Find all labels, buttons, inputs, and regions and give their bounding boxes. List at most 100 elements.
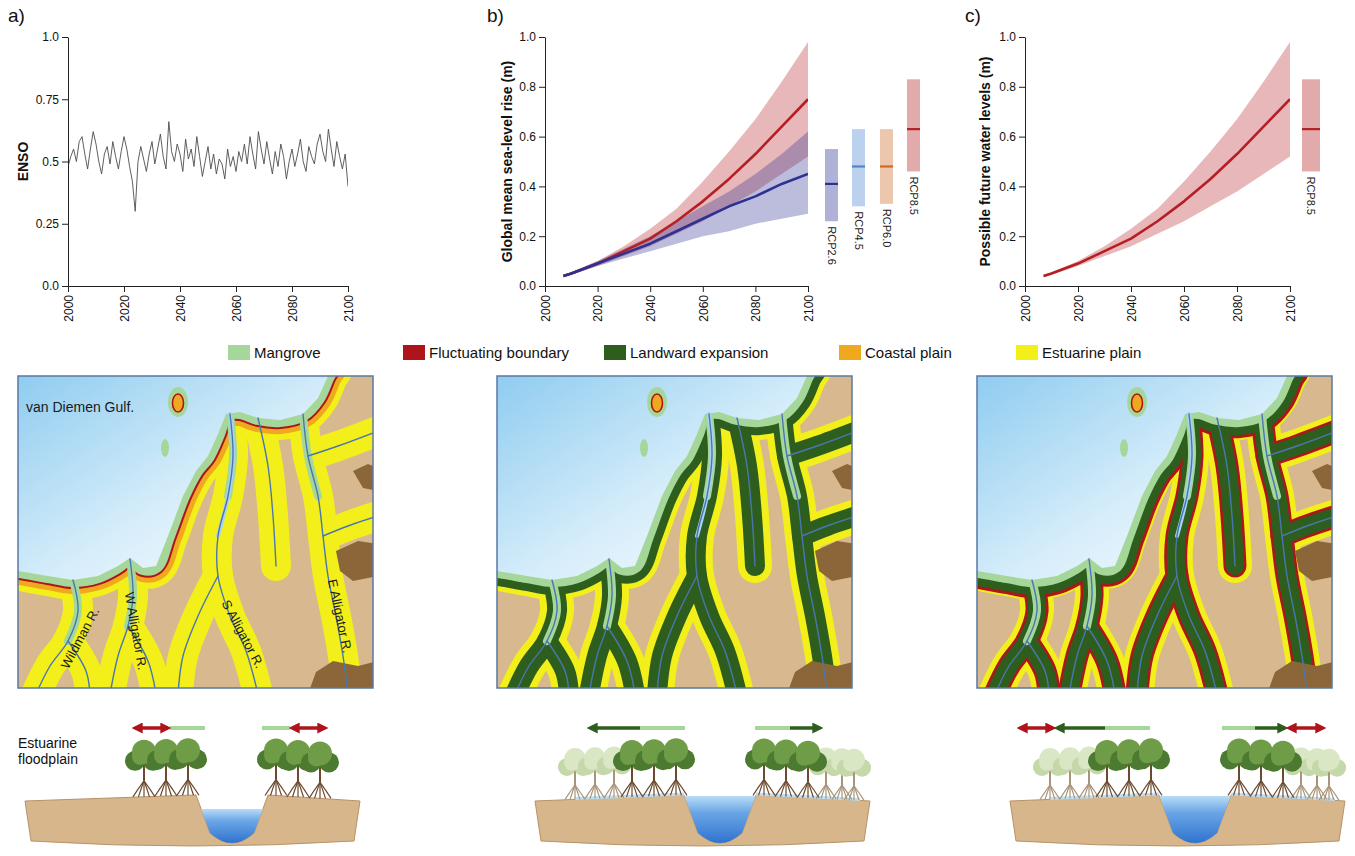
legend-swatch <box>403 345 425 360</box>
y-tick-label: 0.5 <box>42 155 59 169</box>
tree-trunk <box>297 765 299 781</box>
tree-canopy <box>664 747 680 763</box>
tree-canopy <box>132 749 148 765</box>
tree-root <box>1146 779 1152 795</box>
escarpment <box>1295 541 1332 581</box>
x-tick-mark <box>545 286 546 292</box>
river-label: W Alligator R. <box>122 591 150 671</box>
fluctuating-boundary <box>1137 576 1177 688</box>
tree-canopy <box>176 747 192 763</box>
axis-line <box>546 286 809 287</box>
y-tick-mark <box>539 37 545 38</box>
tree-root <box>1272 782 1283 798</box>
tree-root <box>854 786 859 800</box>
channel-water <box>1159 796 1230 843</box>
change-arrow <box>135 726 168 730</box>
tree-root <box>585 784 595 798</box>
tree-root <box>1129 780 1140 796</box>
y-tick-mark <box>539 236 545 237</box>
tree-trunk <box>1069 770 1071 784</box>
river <box>1027 641 1049 688</box>
tree-root <box>1096 781 1107 797</box>
range-box <box>1302 79 1320 171</box>
tree-root <box>1107 781 1118 797</box>
ground <box>535 795 870 846</box>
island <box>1120 439 1128 457</box>
x-tick: 2100 <box>802 286 816 322</box>
y-tick: 1.0 <box>999 30 1025 44</box>
x-tick: 2100 <box>1284 286 1298 322</box>
cross-section <box>535 728 871 846</box>
tree-root <box>271 780 277 796</box>
estuarine-plain <box>1027 641 1049 688</box>
river <box>657 576 697 688</box>
tree-root <box>595 784 605 798</box>
island <box>1127 387 1147 417</box>
tree-root <box>753 779 764 795</box>
tree-canopy <box>796 741 820 765</box>
change-arrow <box>1020 726 1053 730</box>
y-tick-label: 0.0 <box>519 279 536 293</box>
x-tick-mark <box>1131 286 1132 292</box>
tree-trunk <box>165 764 167 780</box>
y-tick-label: 1.0 <box>519 30 536 44</box>
legend-label: Fluctuating boundary <box>429 344 570 361</box>
tree-canopy <box>796 750 812 766</box>
change-arrow <box>292 726 325 730</box>
river <box>547 641 569 688</box>
tree-root <box>133 781 144 797</box>
tree-canopy <box>264 748 280 764</box>
series-line <box>68 122 348 212</box>
fluctuating-boundary <box>18 376 332 580</box>
legend-label: Landward expansion <box>630 344 768 361</box>
tree-canopy <box>1318 757 1332 771</box>
tree-root <box>1228 779 1239 795</box>
range-label: RCP8.5 <box>1305 176 1317 215</box>
tree-root <box>1050 785 1055 799</box>
landward-expansion <box>607 626 635 688</box>
map-body <box>977 376 1332 688</box>
x-tick-mark <box>68 286 69 292</box>
change-arrow <box>590 726 640 730</box>
x-tick-label: 2100 <box>802 295 816 322</box>
tree-root <box>166 780 172 796</box>
tree-canopy <box>154 748 170 764</box>
tree-canopy <box>1139 747 1155 763</box>
range-median <box>907 128 920 130</box>
x-tick-mark <box>755 286 756 292</box>
tree-trunk <box>1260 765 1262 781</box>
y-tick-label: 0.8 <box>519 80 536 94</box>
change-arrow <box>790 726 820 730</box>
coastal-plain <box>18 376 332 580</box>
tree-root <box>1102 781 1108 797</box>
ground <box>1010 795 1345 846</box>
landward-expansion <box>977 376 1291 580</box>
x-tick-mark <box>1290 286 1291 292</box>
tree-root <box>1089 783 1094 797</box>
x-tick-label: 2000 <box>539 295 553 322</box>
y-tick: 0.8 <box>519 80 545 94</box>
y-tick: 0.8 <box>999 80 1025 94</box>
cross-section <box>1010 728 1346 846</box>
x-tick: 2000 <box>62 286 76 322</box>
river <box>802 516 852 536</box>
map: van Diemen Gulf.Wildman R.W Alligator R.… <box>12 370 378 694</box>
estuarine-plain <box>323 516 373 536</box>
legend-swatch <box>228 345 250 360</box>
tree-root <box>575 785 580 799</box>
x-tick: 2060 <box>697 286 711 322</box>
tree-root <box>1079 783 1089 797</box>
estuarine-plain <box>547 641 569 688</box>
fluctuating-boundary <box>1087 626 1115 688</box>
estuarine-plain <box>787 431 852 456</box>
estuarine-plain <box>657 576 697 688</box>
axis-line <box>69 286 349 287</box>
tree-canopy <box>1059 755 1073 769</box>
tree-root <box>654 780 665 796</box>
river <box>1087 626 1115 688</box>
y-tick: 0.2 <box>999 230 1025 244</box>
uncertainty-band <box>563 132 808 278</box>
landward-expansion <box>1282 516 1332 536</box>
tree-trunk <box>763 763 765 779</box>
x-tick: 2040 <box>1125 286 1139 322</box>
